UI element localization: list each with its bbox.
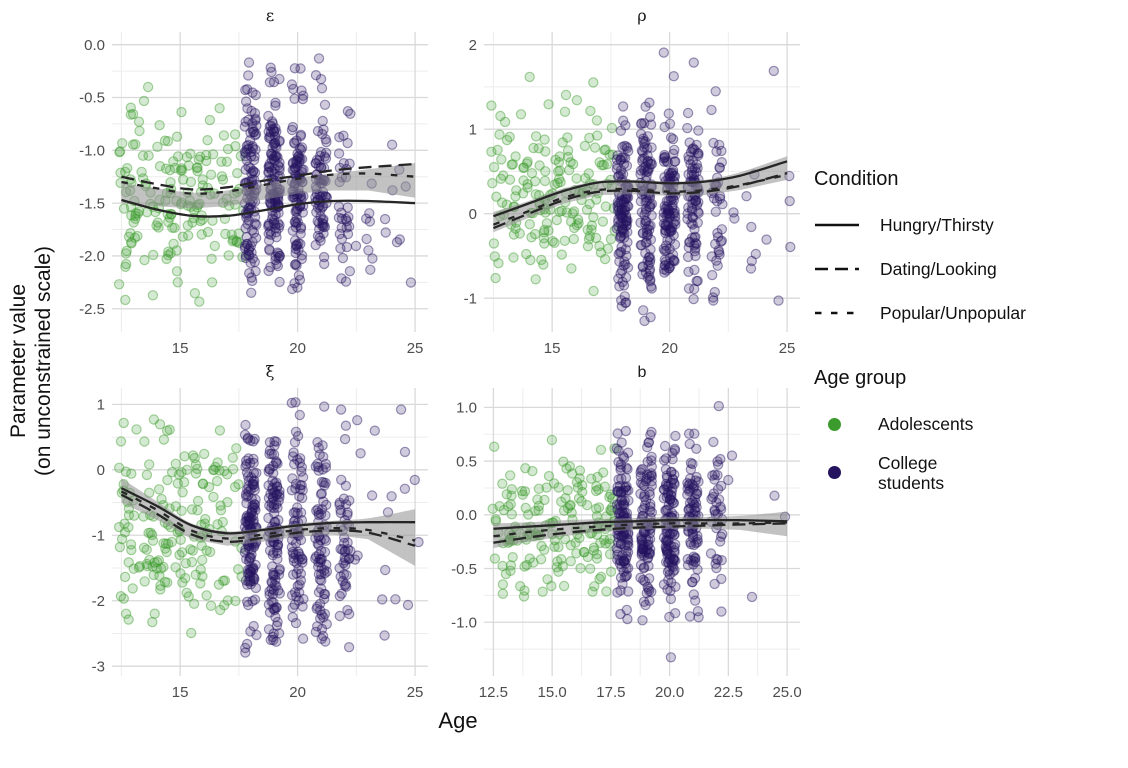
axis-tick-labels: 15 20 25 2 1 0 -1 [464, 37, 796, 357]
svg-text:1: 1 [97, 397, 105, 414]
college-students-dot-key-icon [828, 466, 841, 480]
short-dash-line-key-icon [814, 310, 860, 316]
legend-entry-label: Dating/Looking [880, 259, 997, 280]
axis-tick-labels: 12.5 15.0 17.5 20.0 22.5 25.0 1.0 0.5 0.0 -0.5 -1.… [451, 400, 802, 701]
svg-text:-0.5: -0.5 [79, 90, 105, 107]
facet-title-xi: ξ [266, 362, 275, 381]
svg-text:20: 20 [661, 340, 678, 357]
svg-text:25: 25 [779, 340, 796, 357]
x-axis-label: Age [438, 708, 478, 733]
smooth-line-long-dash [121, 162, 416, 191]
smooth-line-solid [493, 160, 788, 218]
svg-text:0.0: 0.0 [456, 507, 477, 524]
facet-title-b: b [638, 364, 647, 381]
svg-text:-3: -3 [92, 658, 105, 675]
axis-tick-labels: 15 20 25 1 0 -1 -2 -3 [92, 397, 424, 701]
svg-text:20: 20 [289, 684, 306, 701]
panel-b: 12.5 15.0 17.5 20.0 22.5 25.0 1.0 0.5 0.0 -0.5 -1.… [451, 364, 802, 701]
smooth-lines [120, 487, 416, 547]
legend-entry-dating-looking: Dating/Looking [814, 259, 1128, 279]
svg-text:-1: -1 [92, 528, 105, 545]
confidence-ribbon [493, 156, 788, 233]
svg-text:-1.0: -1.0 [451, 615, 477, 632]
legend-entry-label: Hungry/Thirsty [880, 215, 994, 235]
long-dash-line-key-icon [814, 266, 860, 272]
svg-text:0: 0 [97, 462, 105, 479]
svg-text:15: 15 [172, 340, 189, 357]
svg-text:12.5: 12.5 [479, 684, 508, 701]
svg-text:20: 20 [289, 340, 306, 357]
smooth-lines [492, 160, 788, 230]
points-adolescents [113, 414, 247, 639]
legend-entry-label: Adolescents [878, 414, 974, 435]
svg-text:-2.5: -2.5 [79, 301, 105, 318]
legend-entry-adolescents: Adolescents [814, 414, 1128, 434]
panel-epsilon: 15 20 25 0.0 -0.5 -1.0 -1.5 -2.0 -2.5 ε [79, 6, 428, 357]
smooth-line-long-dash [493, 522, 788, 544]
facet-title-epsilon: ε [266, 6, 274, 25]
smooth-line-short-dash [120, 490, 416, 542]
solid-line-key-icon [814, 222, 860, 228]
smooth-line-solid [120, 487, 416, 535]
svg-text:25: 25 [407, 684, 424, 701]
smooth-line-long-dash [492, 171, 788, 230]
svg-text:0.5: 0.5 [456, 453, 477, 470]
svg-text:15.0: 15.0 [538, 684, 567, 701]
legend-entry-label: College students [878, 452, 945, 493]
axis-tick-labels: 15 20 25 0.0 -0.5 -1.0 -1.5 -2.0 -2.5 [79, 37, 423, 357]
svg-text:2: 2 [469, 37, 477, 54]
svg-text:-1.0: -1.0 [79, 143, 105, 160]
smooth-lines [493, 518, 788, 544]
legend-entry-label: Popular/Unpopular [880, 303, 1026, 324]
legend-condition-title: Condition [814, 168, 899, 190]
plot-region: 15 20 25 0.0 -0.5 -1.0 -1.5 -2.0 -2.5 ε 15 20 25 2 1 0 -… [64, 0, 808, 768]
svg-text:20.0: 20.0 [655, 684, 684, 701]
confidence-ribbon [121, 163, 416, 209]
svg-text:15: 15 [172, 684, 189, 701]
legend-condition: Condition Hungry/Thirsty Dating/Looking … [814, 168, 1128, 323]
legend: Condition Hungry/Thirsty Dating/Looking … [808, 0, 1128, 768]
smooth-line-solid [121, 198, 416, 218]
svg-text:25: 25 [407, 340, 424, 357]
y-axis-label-line1: Parameter value [7, 283, 31, 438]
y-axis-label: Parameter value (on unconstrained scale) [0, 0, 64, 768]
svg-text:-2.0: -2.0 [79, 248, 105, 265]
legend-entry-college-students: College students [814, 453, 1128, 493]
legend-entry-popular-unpopular: Popular/Unpopular [814, 303, 1128, 323]
svg-text:0.0: 0.0 [84, 37, 105, 54]
legend-age-group-title: Age group [814, 367, 907, 390]
gridlines [112, 32, 428, 332]
facet-title-rho: ρ [637, 6, 646, 25]
svg-text:15: 15 [544, 340, 561, 357]
smooth-line-solid [493, 518, 788, 530]
facet-grid: 15 20 25 0.0 -0.5 -1.0 -1.5 -2.0 -2.5 ε 15 20 25 2 1 0 -… [64, 6, 808, 706]
svg-text:-2: -2 [92, 593, 105, 610]
adolescents-dot-key-icon [828, 417, 841, 431]
svg-text:25.0: 25.0 [772, 684, 801, 701]
panel-xi: 15 20 25 1 0 -1 -2 -3 ξ [92, 362, 428, 701]
svg-text:0: 0 [469, 206, 477, 223]
svg-text:17.5: 17.5 [596, 684, 625, 701]
points-adolescents [487, 434, 621, 602]
svg-text:-1.5: -1.5 [79, 195, 105, 212]
legend-age-group: Age group Adolescents College students [814, 367, 1128, 492]
panel-rho: 15 20 25 2 1 0 -1 ρ [464, 6, 800, 357]
svg-text:1: 1 [469, 121, 477, 138]
svg-text:-0.5: -0.5 [451, 561, 477, 578]
y-axis-label-text: Parameter value (on unconstrained scale) [7, 246, 57, 476]
smooth-lines [121, 162, 416, 218]
svg-text:22.5: 22.5 [714, 684, 743, 701]
svg-text:-1: -1 [464, 290, 477, 307]
legend-entry-hungry-thirsty: Hungry/Thirsty [814, 215, 1128, 235]
smooth-line-short-dash [492, 173, 788, 226]
svg-text:1.0: 1.0 [456, 400, 477, 417]
smooth-line-long-dash [120, 493, 416, 547]
y-axis-label-line2: (on unconstrained scale) [32, 245, 55, 476]
